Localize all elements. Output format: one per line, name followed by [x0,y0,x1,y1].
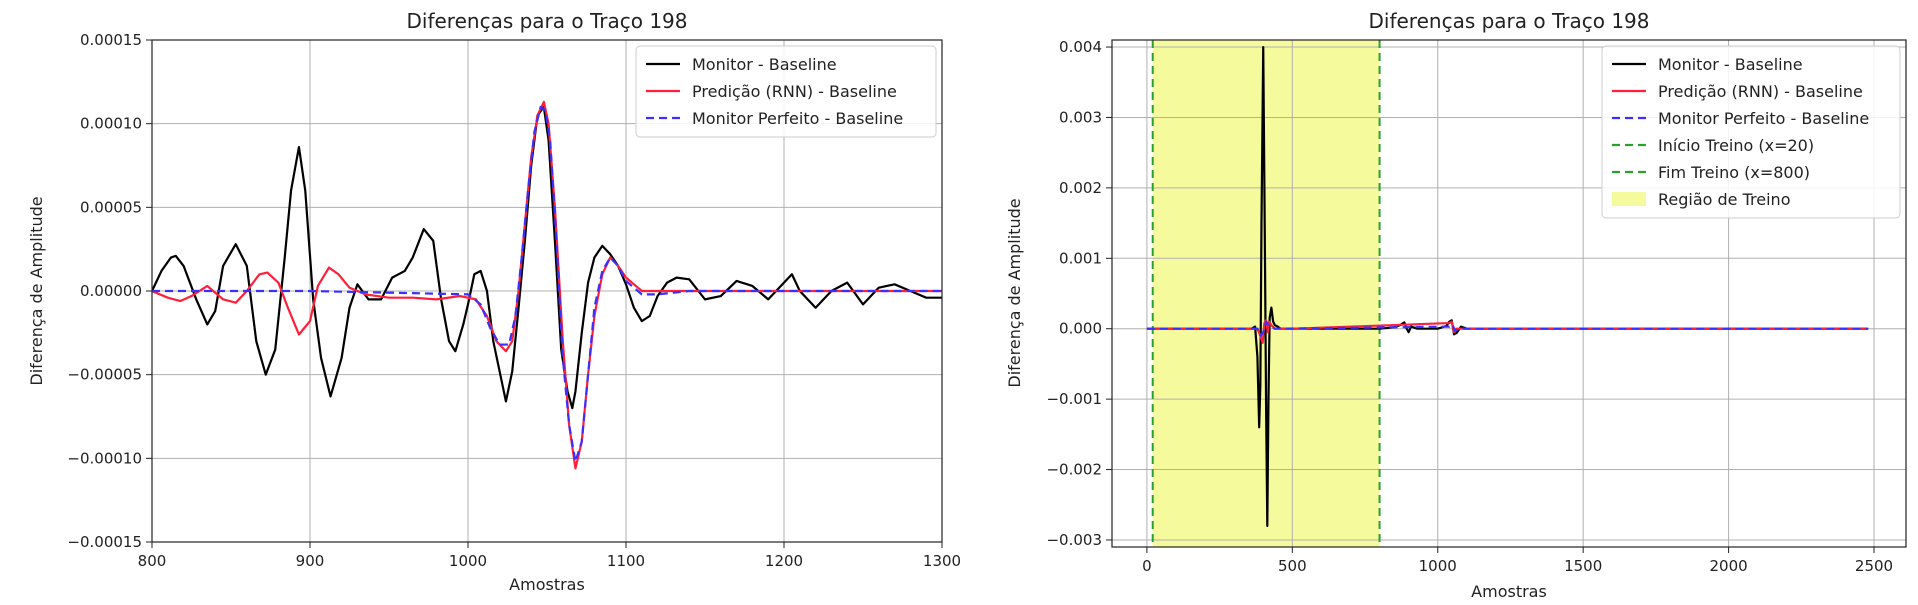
x-axis-label-right: Amostras [1471,582,1547,601]
legend-label-right: Monitor Perfeito - Baseline [1658,109,1869,128]
x-tick-label-right: 2000 [1709,557,1747,575]
y-tick-label-left: 0.00005 [80,198,142,216]
plot-frame-right [1111,39,1907,548]
legend-label-left: Monitor - Baseline [692,55,837,74]
y-tick-label-left: 0.00015 [80,31,142,49]
y-tick-label-right: −0.003 [1046,531,1102,549]
y-tick-label-left: −0.00010 [67,449,142,467]
x-tick-label-left: 1300 [923,552,961,570]
legend-label-right: Região de Treino [1658,190,1790,209]
x-tick-label-left: 800 [138,552,167,570]
chart-left: 800 900 1000 1100 1200 1300 0.00015 0.00010 0.00… [27,9,961,594]
series-line-0-left [152,105,942,410]
series-line-2-left [152,105,942,463]
legend-label-left: Predição (RNN) - Baseline [692,82,897,101]
legend-label-right: Monitor - Baseline [1658,55,1803,74]
x-tick-label-left: 900 [296,552,325,570]
x-tick-label-right: 500 [1278,557,1307,575]
y-tick-label-right: −0.002 [1046,461,1102,479]
y-tick-label-right: 0.000 [1059,320,1102,338]
y-tick-label-right: −0.001 [1046,390,1102,408]
y-tick-label-left: −0.00005 [67,366,142,384]
legend-label-left: Monitor Perfeito - Baseline [692,109,903,128]
legend-label-right: Início Treino (x=20) [1658,136,1814,155]
legend-label-right: Predição (RNN) - Baseline [1658,82,1863,101]
x-tick-label-left: 1100 [607,552,645,570]
y-tick-label-left: 0.00010 [80,115,142,133]
series-line-1-left [152,100,942,470]
y-tick-label-right: 0.001 [1059,249,1102,267]
legend-swatch-right [1612,192,1646,206]
y-axis-label-right: Diferença de Amplitude [1005,198,1024,387]
legend-right [1601,45,1901,219]
x-tick-label-right: 2500 [1855,557,1893,575]
x-tick-label-left: 1000 [449,552,487,570]
chart-title-left: Diferenças para o Traço 198 [407,9,688,33]
legend-left [635,45,937,138]
chart-right: 0 500 1000 1500 2000 2500 0.004 0.003 0.002 0.001… [1005,9,1907,601]
y-tick-label-right: 0.004 [1059,38,1102,56]
y-tick-label-right: 0.002 [1059,179,1102,197]
y-tick-label-right: 0.003 [1059,108,1102,126]
x-tick-label-right: 1500 [1564,557,1602,575]
x-tick-label-right: 0 [1142,557,1152,575]
x-tick-label-right: 1000 [1419,557,1457,575]
series-line-2-right [1146,320,1869,337]
y-axis-label-left: Diferença de Amplitude [27,196,46,385]
chart-title-right: Diferenças para o Traço 198 [1369,9,1650,33]
y-tick-label-left: 0.00000 [80,282,142,300]
x-tick-label-left: 1200 [765,552,803,570]
x-axis-label-left: Amostras [509,575,585,594]
y-tick-label-left: −0.00015 [67,533,142,551]
legend-label-right: Fim Treino (x=800) [1658,163,1810,182]
